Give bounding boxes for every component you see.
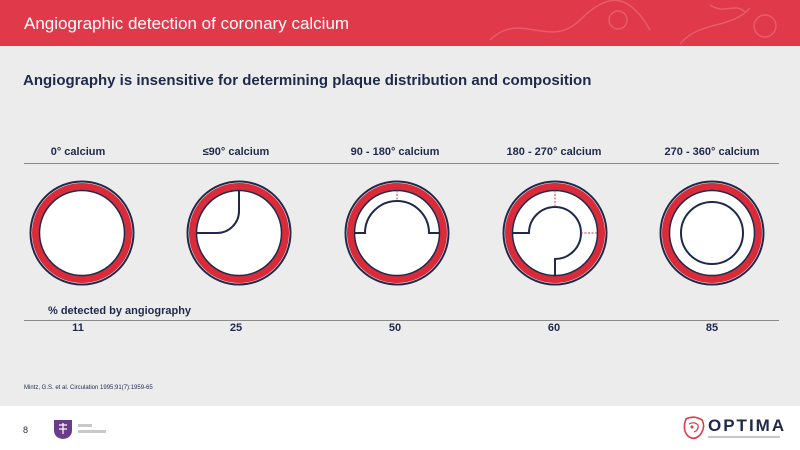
header-bar: Angiographic detection of coronary calci… xyxy=(0,0,800,46)
percent-0: 11 xyxy=(72,322,84,334)
top-divider xyxy=(24,163,779,164)
subtitle: Angiography is insensitive for determini… xyxy=(23,72,592,89)
optima-logo-icon xyxy=(683,416,705,440)
logo-underline xyxy=(708,436,780,438)
percent-1: 25 xyxy=(229,322,243,334)
optima-logo-text: OPTIMA xyxy=(708,416,787,435)
percent-2: 50 xyxy=(388,322,402,334)
percent-4: 85 xyxy=(705,322,719,334)
university-logo-icon xyxy=(54,420,106,439)
calcium-diagrams xyxy=(29,180,765,286)
footer: 8 OPTIMA xyxy=(0,406,800,450)
vessel-diagram-3 xyxy=(502,180,608,286)
vessel-diagram-1 xyxy=(186,180,292,286)
vessel-diagram-4 xyxy=(659,180,765,286)
slide-title: Angiographic detection of coronary calci… xyxy=(24,14,350,33)
column-label-1: ≤90° calcium xyxy=(202,146,270,158)
vessel-diagram-0 xyxy=(29,180,135,286)
decorative-pattern-icon xyxy=(489,0,777,45)
column-label-0: 0° calcium xyxy=(50,146,106,158)
column-label-4: 270 - 360° calcium xyxy=(664,146,760,158)
bottom-divider xyxy=(24,320,779,321)
vessel-diagram-2 xyxy=(344,180,450,286)
percent-3: 60 xyxy=(547,322,561,334)
column-label-3: 180 - 270° calcium xyxy=(506,146,602,158)
citation: Mintz, G.S. et al. Circulation 1995;91(7… xyxy=(24,385,153,391)
column-label-2: 90 - 180° calcium xyxy=(350,146,440,158)
detected-label: % detected by angiography xyxy=(48,305,192,317)
page-number: 8 xyxy=(23,425,29,435)
